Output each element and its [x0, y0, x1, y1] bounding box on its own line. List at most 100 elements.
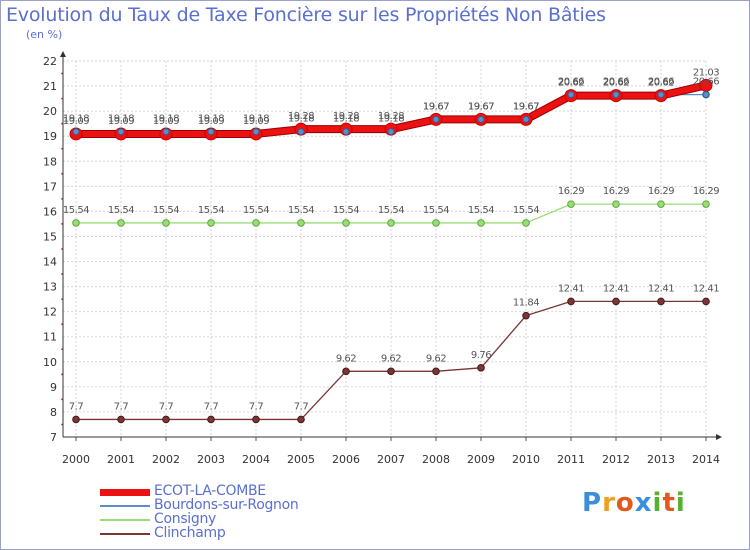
x-tick-label: 2004	[242, 453, 270, 466]
series-point-overlay-bourdons	[432, 115, 440, 123]
series-point-consigny	[72, 219, 80, 227]
data-label: 9.62	[336, 353, 356, 364]
data-label: 15.54	[153, 205, 179, 216]
data-label: 16.29	[558, 186, 584, 197]
y-tick-label: 18	[43, 155, 57, 168]
y-tick-label: 13	[43, 281, 57, 294]
legend-swatch	[100, 488, 150, 496]
x-tick-label: 2008	[422, 453, 450, 466]
data-label: 20.66	[648, 77, 674, 88]
data-label: 7.7	[249, 401, 264, 412]
y-tick-label: 17	[43, 180, 57, 193]
y-tick-label: 20	[43, 105, 57, 118]
data-label: 15.54	[333, 205, 359, 216]
data-label: 19.18	[108, 114, 134, 125]
data-label: 11.84	[513, 298, 539, 309]
legend-swatch	[100, 533, 150, 535]
data-label: 20.66	[693, 77, 719, 88]
data-label: 19.28	[378, 111, 404, 122]
axis-minor-dot	[61, 248, 63, 250]
x-tick-label: 2001	[107, 453, 135, 466]
series-point-consigny	[162, 219, 170, 227]
data-label: 19.67	[468, 101, 494, 112]
data-label: 9.62	[426, 353, 446, 364]
x-tick-label: 2012	[602, 453, 630, 466]
axis-minor-dot	[61, 423, 63, 426]
logo-letter: P	[582, 488, 603, 518]
axis-minor-dot	[61, 72, 63, 75]
data-label: 12.41	[693, 283, 719, 294]
data-label: 21.03	[693, 67, 719, 78]
x-tick-label: 2009	[467, 453, 495, 466]
data-label: 15.54	[108, 205, 134, 216]
data-label: 7.7	[204, 401, 219, 412]
x-tick-label: 2000	[62, 453, 90, 466]
data-label: 19.18	[288, 114, 314, 125]
y-tick-label: 11	[43, 331, 57, 344]
series-point-overlay-bourdons	[657, 91, 665, 99]
series-point-clinchamp	[567, 297, 575, 306]
x-axis-arrow	[716, 434, 722, 440]
series-point-clinchamp	[342, 367, 350, 376]
series-point-consigny	[477, 219, 485, 227]
series-point-consigny	[297, 219, 305, 227]
axis-minor-dot	[61, 373, 63, 376]
series-point-consigny	[612, 200, 620, 208]
series-point-overlay-bourdons	[297, 128, 305, 136]
legend-swatch	[100, 505, 150, 507]
data-label: 15.54	[288, 205, 314, 216]
data-label: 19.28	[333, 111, 359, 122]
data-label: 19.67	[423, 101, 449, 112]
data-label: 15.54	[198, 205, 224, 216]
axis-layer: 7 8 9 10 11 12 13 14 15 16 17 18 19 20 21 22 2000 2001 200…	[43, 51, 722, 466]
data-label: 9.62	[381, 353, 401, 364]
axis-minor-dot	[61, 323, 63, 326]
data-label: 19.09	[243, 116, 269, 127]
legend-label: Bourdons-sur-Rognon	[154, 497, 299, 513]
x-tick-label: 2013	[647, 453, 675, 466]
data-label: 15.54	[423, 205, 449, 216]
series-point-clinchamp	[72, 415, 80, 424]
series-point-overlay-bourdons	[162, 128, 170, 136]
series-point-overlay-bourdons	[72, 128, 80, 136]
data-label: 19.18	[243, 114, 269, 125]
data-label: 20.66	[558, 77, 584, 88]
data-label: 19.18	[378, 114, 404, 125]
data-label: 19.67	[513, 101, 539, 112]
axis-minor-dot	[61, 122, 63, 125]
data-label: 19.09	[198, 116, 224, 127]
data-label: 9.76	[471, 350, 491, 361]
series-point-overlay-bourdons	[207, 128, 215, 136]
data-label: 12.41	[648, 283, 674, 294]
data-label: 20.62	[558, 78, 584, 89]
x-tick-label: 2014	[692, 453, 720, 466]
series-point-consigny	[117, 219, 125, 227]
series-point-clinchamp	[387, 367, 395, 376]
axis-minor-dot	[61, 172, 63, 175]
data-label: 7.7	[294, 401, 309, 412]
data-label: 20.66	[603, 77, 629, 88]
y-axis-arrow	[60, 51, 66, 57]
axis-minor-dot	[61, 398, 63, 401]
y-tick-label: 21	[43, 80, 57, 93]
series-point-overlay-bourdons	[252, 128, 260, 136]
data-label: 15.54	[243, 205, 269, 216]
data-label: 7.7	[159, 401, 174, 412]
series-point-clinchamp	[432, 367, 440, 376]
data-label: 19.28	[288, 111, 314, 122]
series-point-overlay-bourdons	[522, 115, 530, 123]
data-label: 19.09	[63, 116, 89, 127]
series-point-clinchamp	[477, 364, 485, 372]
logo-letter: i	[652, 488, 663, 518]
data-label: 19.18	[198, 114, 224, 125]
logo-letter: o	[615, 488, 635, 518]
logo-letter: r	[602, 488, 616, 518]
data-label: 15.54	[378, 205, 404, 216]
x-tick-label: 2003	[197, 453, 225, 466]
axis-minor-dot	[61, 197, 63, 200]
axis-minor-dot	[61, 97, 63, 100]
series-point-overlay-bourdons	[342, 128, 350, 136]
series-point-clinchamp	[522, 311, 530, 320]
y-tick-label: 19	[43, 130, 57, 143]
series-point-clinchamp	[162, 415, 170, 424]
